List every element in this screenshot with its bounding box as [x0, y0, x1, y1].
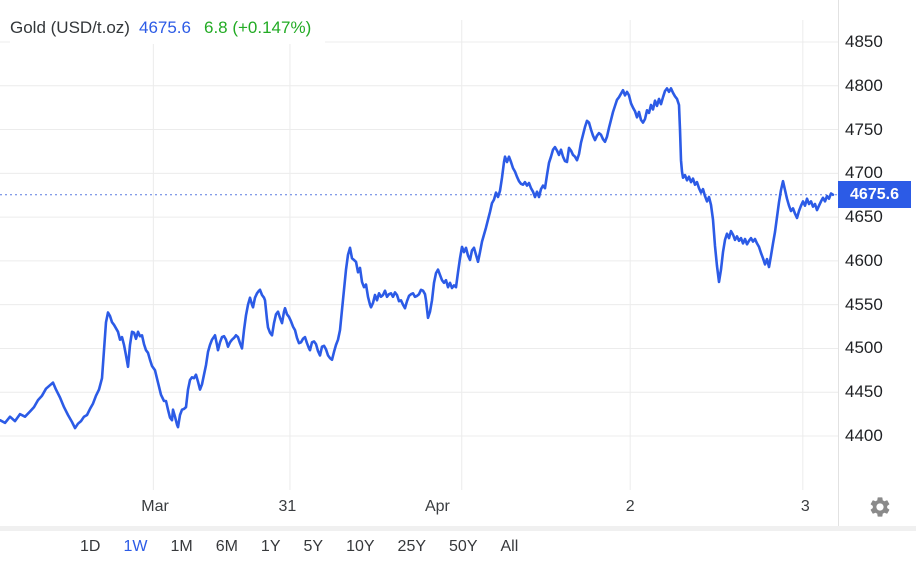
- y-axis-tick-label: 4400: [845, 426, 883, 445]
- price-line-series: [0, 87, 835, 430]
- y-axis-divider: [838, 0, 839, 526]
- x-axis-tick-label: 31: [278, 498, 297, 515]
- y-axis-tick-label: 4750: [845, 119, 883, 139]
- current-price-badge: 4675.6: [838, 181, 911, 209]
- y-axis-tick-label: 4850: [845, 32, 883, 51]
- range-button-6m[interactable]: 6M: [215, 537, 238, 555]
- y-axis-tick-label: 4600: [845, 250, 883, 270]
- range-button-10y[interactable]: 10Y: [346, 537, 375, 555]
- x-axis-tick-label: Mar: [141, 498, 169, 515]
- y-axis-tick-label: 4650: [845, 207, 883, 227]
- x-axis-tick-label: 3: [800, 498, 810, 515]
- chart-header: Gold (USD/t.oz) 4675.6 6.8 (+0.147%): [10, 12, 326, 44]
- y-axis-tick-label: 4500: [845, 338, 883, 358]
- y-axis-tick-label: 4800: [845, 75, 883, 95]
- range-button-1d[interactable]: 1D: [80, 537, 101, 555]
- range-button-all[interactable]: All: [500, 537, 519, 555]
- section-divider: [0, 526, 916, 531]
- range-button-50y[interactable]: 50Y: [449, 537, 478, 555]
- price-change-text: 6.8 (+0.147%): [203, 18, 312, 37]
- range-toolbar: 1D 1W 1M 6M 1Y 5Y 10Y 25Y 50Y All: [0, 531, 916, 562]
- chart-plot-area[interactable]: Gold (USD/t.oz) 4675.6 6.8 (+0.147%) 440…: [0, 0, 916, 526]
- range-button-5y[interactable]: 5Y: [303, 537, 324, 555]
- settings-button[interactable]: [868, 495, 892, 519]
- y-axis-tick-label: 4550: [845, 294, 883, 314]
- x-axis-tick-label: 2: [625, 498, 635, 515]
- price-chart-svg: [0, 20, 838, 490]
- last-price-value: 4675.6: [138, 18, 191, 37]
- range-button-1w[interactable]: 1W: [123, 537, 148, 555]
- range-button-1y[interactable]: 1Y: [260, 537, 281, 555]
- x-axis-row: Mar 31 Apr 2 3: [0, 490, 916, 526]
- instrument-title: Gold (USD/t.oz): [10, 18, 130, 37]
- x-axis-tick-label: Apr: [424, 498, 450, 515]
- y-axis-tick-label: 4700: [845, 163, 883, 183]
- gear-icon: [870, 497, 890, 517]
- current-price-badge-value: 4675.6: [850, 185, 899, 203]
- range-button-1m[interactable]: 1M: [170, 537, 193, 555]
- y-axis-tick-label: 4450: [845, 382, 883, 402]
- range-button-25y[interactable]: 25Y: [397, 537, 427, 555]
